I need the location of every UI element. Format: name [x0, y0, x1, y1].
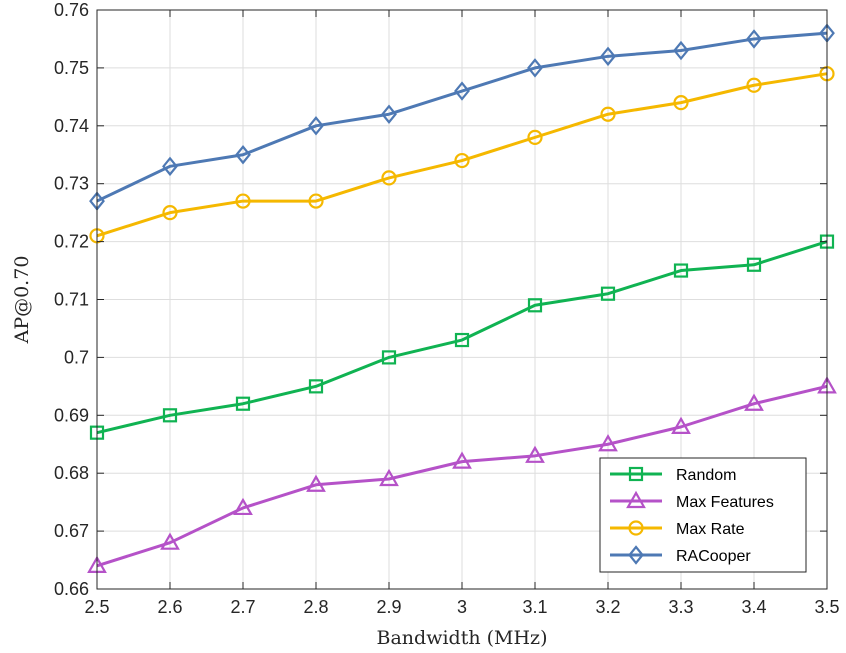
data-point — [160, 532, 180, 550]
data-point — [527, 58, 543, 78]
data-point — [452, 451, 472, 469]
series-line — [96, 240, 828, 435]
data-point — [308, 116, 324, 136]
data-point — [308, 379, 324, 394]
data-point — [162, 408, 178, 423]
data-point — [746, 77, 762, 93]
axis-ticks: 2.5 2.6 2.7 2.8 2.9 3 3.1 3.2 3.3 3.4 3.5 0.66 0.67 0… — [54, 0, 840, 617]
y-tick-label: 0.66 — [54, 579, 89, 599]
data-point — [746, 257, 762, 272]
y-tick-label: 0.67 — [54, 521, 89, 541]
data-point — [744, 393, 764, 411]
data-point — [235, 145, 251, 165]
x-tick-label: 2.8 — [303, 597, 328, 617]
series-racooper — [89, 23, 835, 211]
data-point — [381, 104, 397, 124]
x-tick-label: 3.4 — [741, 597, 766, 617]
data-point — [673, 95, 689, 111]
data-point — [306, 474, 326, 492]
data-point — [233, 497, 253, 516]
data-point — [673, 40, 689, 61]
x-axis-title: Bandwidth (MHz) — [377, 627, 548, 649]
x-tick-label: 2.6 — [157, 597, 182, 617]
series-line — [96, 384, 828, 568]
data-point — [673, 263, 689, 278]
legend: Random Max Features Max Rate RACooper — [599, 457, 807, 573]
y-tick-label: 0.73 — [54, 174, 89, 194]
legend-item: Max Features — [610, 490, 774, 511]
data-point — [527, 129, 543, 145]
legend-marker — [628, 466, 644, 482]
legend-marker — [628, 520, 644, 536]
legend-label: Max Features — [676, 494, 774, 511]
data-point — [454, 332, 470, 348]
series-line — [96, 72, 828, 238]
y-tick-label: 0.72 — [54, 232, 89, 252]
data-point — [600, 46, 616, 67]
data-point — [235, 193, 251, 209]
y-axis-title: AP@0.70 — [11, 256, 33, 345]
series-layer — [87, 23, 837, 573]
data-point — [454, 81, 470, 101]
data-point — [379, 468, 399, 487]
x-tick-label: 3.2 — [595, 597, 620, 617]
legend-item: Max Rate — [610, 520, 745, 538]
data-point — [381, 350, 397, 365]
series-max-features — [87, 376, 837, 573]
legend-item: Random — [610, 466, 736, 484]
data-point — [671, 416, 691, 434]
data-point — [454, 152, 470, 169]
legend-box — [599, 457, 807, 573]
legend-label: Max Rate — [676, 521, 745, 538]
series-line — [96, 31, 828, 203]
y-tick-label: 0.68 — [54, 463, 89, 483]
legend-marker — [626, 490, 646, 509]
data-point — [598, 434, 618, 452]
data-point — [525, 445, 545, 463]
data-point — [308, 193, 324, 209]
x-tick-label: 3.3 — [668, 597, 693, 617]
y-tick-label: 0.74 — [54, 116, 89, 136]
y-tick-label: 0.76 — [54, 0, 89, 20]
data-point — [162, 205, 178, 221]
y-tick-label: 0.71 — [54, 290, 89, 310]
series-random — [89, 234, 835, 440]
x-tick-label: 3.5 — [814, 597, 839, 617]
y-tick-label: 0.69 — [54, 405, 89, 425]
legend-label: Random — [676, 467, 736, 484]
data-point — [600, 106, 616, 122]
data-point — [746, 29, 762, 49]
data-point — [600, 286, 616, 301]
x-tick-label: 2.5 — [84, 597, 109, 617]
legend-marker — [628, 545, 644, 565]
x-tick-label: 2.9 — [376, 597, 401, 617]
y-tick-label: 0.75 — [54, 58, 89, 78]
legend-item: RACooper — [610, 545, 751, 565]
data-point — [527, 298, 543, 313]
data-point — [162, 156, 178, 177]
y-tick-label: 0.7 — [64, 347, 89, 367]
x-tick-label: 3 — [457, 597, 467, 617]
x-tick-label: 3.1 — [522, 597, 547, 617]
data-point — [381, 170, 397, 186]
data-point — [235, 396, 251, 411]
x-tick-label: 2.7 — [230, 597, 255, 617]
legend-label: RACooper — [676, 548, 751, 565]
